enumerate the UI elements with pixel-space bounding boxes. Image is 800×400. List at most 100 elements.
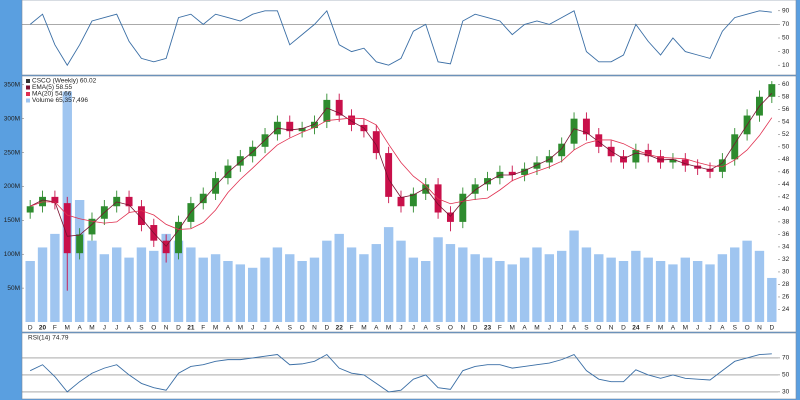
legend-swatch [26,79,30,83]
y-tick-label: 54 [782,119,790,126]
volume-bar [544,254,555,322]
volume-tick-label: 300M [4,115,20,122]
volume-bar [519,257,530,322]
x-tick-label: N [460,325,465,332]
candle-body [224,165,232,179]
candle-body [533,162,541,169]
volume-bar [692,261,703,322]
y-tick-label: 52 [782,131,790,138]
legend-swatch [26,92,30,96]
x-tick-label: O [745,325,750,332]
x-tick-label: O [300,325,305,332]
candle-body [768,84,776,97]
volume-tick-label: 50M [7,285,20,292]
y-tick-label: 36 [782,231,790,238]
candle-body [76,234,84,254]
volume-bar [730,247,740,322]
candle-body [471,184,479,194]
legend-swatch [26,98,30,103]
rsi-panel [21,332,797,400]
volume-tick-label: 200M [4,183,20,190]
volume-bar [99,254,110,322]
y-tick-label: 38 [782,219,790,226]
volume-bar [149,250,159,322]
volume-bar [396,240,406,322]
volume-bar [223,261,233,322]
x-tick-label: A [424,325,429,332]
volume-bar [482,257,493,322]
y-tick-label: 56 [782,106,790,113]
volume-bar [470,254,480,322]
legend-label: EMA(5) 58.55 [32,84,72,91]
y-tick-label: 48 [782,156,790,163]
x-tick-label: A [374,325,379,332]
x-tick-label: A [720,325,725,332]
x-tick-label: F [498,325,502,332]
x-tick-label: N [609,325,614,332]
volume-bar [25,261,35,322]
candle-body [570,118,578,144]
candle-body [521,168,529,175]
legend-swatch [26,85,30,90]
volume-bar [371,244,381,322]
volume-bar [297,261,307,322]
candle-body [88,218,96,235]
volume-bar [359,254,369,322]
legend-label: MA(20) 54.66 [32,91,72,98]
x-tick-label: J [103,325,106,332]
volume-tick-label: 350M [4,81,20,88]
candle-body [508,171,516,175]
x-tick-label: A [572,325,577,332]
x-tick-label: A [275,325,280,332]
candle-body [397,196,405,207]
volume-bar [507,264,517,322]
candle-body [620,156,627,163]
x-tick-label: N [757,325,762,332]
y-tick-label: 46 [782,169,790,176]
candle-body [162,240,170,254]
y-tick-label: 60 [782,81,790,88]
volume-bar [186,247,196,322]
x-tick-label: A [127,325,132,332]
y-tick-label: 50 [782,35,790,42]
x-tick-label: M [658,325,663,332]
x-tick-label: J [708,325,711,332]
candle-body [484,178,491,185]
volume-bar [445,244,456,322]
x-tick-label: A [77,325,82,332]
candle-body [409,193,417,207]
candle-body [298,128,306,132]
x-tick-label: D [769,325,774,332]
candle-body [459,193,467,222]
volume-bar [705,264,715,322]
x-tick-label: A [522,325,527,332]
x-tick-label: M [89,325,94,332]
x-tick-label: 21 [187,325,195,332]
volume-bar [260,257,270,322]
x-tick-label: J [560,325,563,332]
x-tick-label: F [201,325,205,332]
volume-bar [754,250,765,322]
y-tick-label: 10 [782,62,790,69]
volume-bar [235,264,246,322]
volume-bar [680,257,690,322]
volume-tick-label: 100M [4,251,20,258]
volume-bar [717,254,728,322]
volume-bar [50,233,60,322]
candle-body [595,134,603,147]
candle-body [558,143,566,157]
y-tick-label: 28 [782,281,790,288]
candle-body [286,121,294,132]
volume-bar [247,267,258,322]
volume-bar [161,233,171,322]
candle-body [681,159,689,166]
overlay-line [30,117,773,230]
oscillator-panel [21,0,797,76]
volume-bar [581,247,592,322]
x-tick-label: D [176,325,181,332]
plot-layer: 103050709050M100M150M200M250M300M350M242… [4,8,790,396]
x-tick-label: D [324,325,329,332]
candle-body [718,159,726,172]
volume-bar [37,247,48,322]
